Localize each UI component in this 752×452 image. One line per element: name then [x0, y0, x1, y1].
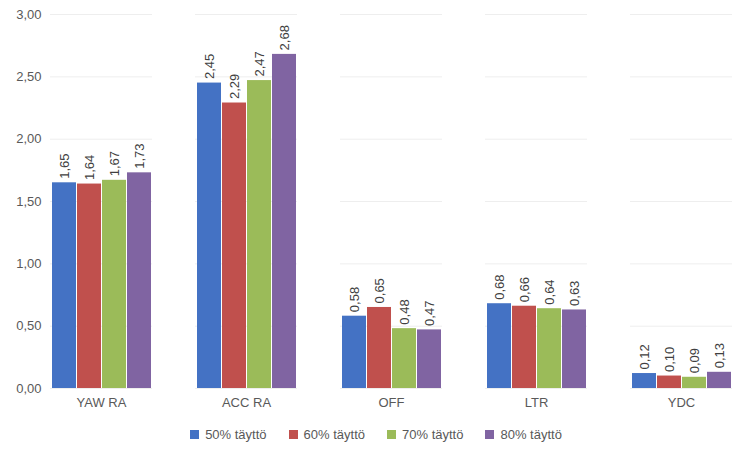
svg-text:3,00: 3,00	[16, 7, 41, 22]
svg-text:0,10: 0,10	[662, 347, 677, 372]
svg-text:0,48: 0,48	[397, 299, 412, 324]
svg-text:0,64: 0,64	[542, 279, 557, 304]
svg-text:0,50: 0,50	[16, 318, 41, 333]
svg-text:0,12: 0,12	[637, 344, 652, 369]
svg-text:LTR: LTR	[525, 395, 549, 410]
svg-text:1,67: 1,67	[107, 151, 122, 176]
svg-text:2,29: 2,29	[227, 74, 242, 99]
svg-text:0,63: 0,63	[567, 281, 582, 306]
html-text:80% täyttö: 80% täyttö	[500, 426, 562, 442]
svg-text:2,00: 2,00	[16, 131, 41, 146]
svg-text:1,50: 1,50	[16, 194, 41, 209]
html-text:70% täyttö: 70% täyttö	[402, 426, 464, 442]
svg-text:1,00: 1,00	[16, 256, 41, 271]
svg-text:YAW RA: YAW RA	[77, 395, 127, 410]
svg-text:0,13: 0,13	[712, 343, 727, 368]
svg-text:0,09: 0,09	[687, 348, 702, 373]
svg-text:2,68: 2,68	[277, 25, 292, 50]
svg-text:2,45: 2,45	[202, 54, 217, 79]
svg-text:1,65: 1,65	[57, 153, 72, 178]
svg-text:0,68: 0,68	[492, 274, 507, 299]
svg-text:0,00: 0,00	[16, 381, 41, 396]
svg-text:0,47: 0,47	[422, 301, 437, 326]
svg-text:0,65: 0,65	[372, 278, 387, 303]
svg-text:2,47: 2,47	[252, 51, 267, 76]
svg-text:1,64: 1,64	[82, 155, 97, 180]
svg-text:2,50: 2,50	[16, 69, 41, 84]
html-text:50% täyttö: 50% täyttö	[205, 426, 267, 442]
svg-text:1,73: 1,73	[132, 144, 147, 169]
svg-text:OFF: OFF	[379, 395, 405, 410]
svg-text:YDC: YDC	[668, 395, 695, 410]
html-text:60% täyttö: 60% täyttö	[303, 426, 365, 442]
svg-text:0,58: 0,58	[347, 287, 362, 312]
svg-text:ACC RA: ACC RA	[222, 395, 271, 410]
svg-text:0,66: 0,66	[517, 277, 532, 302]
